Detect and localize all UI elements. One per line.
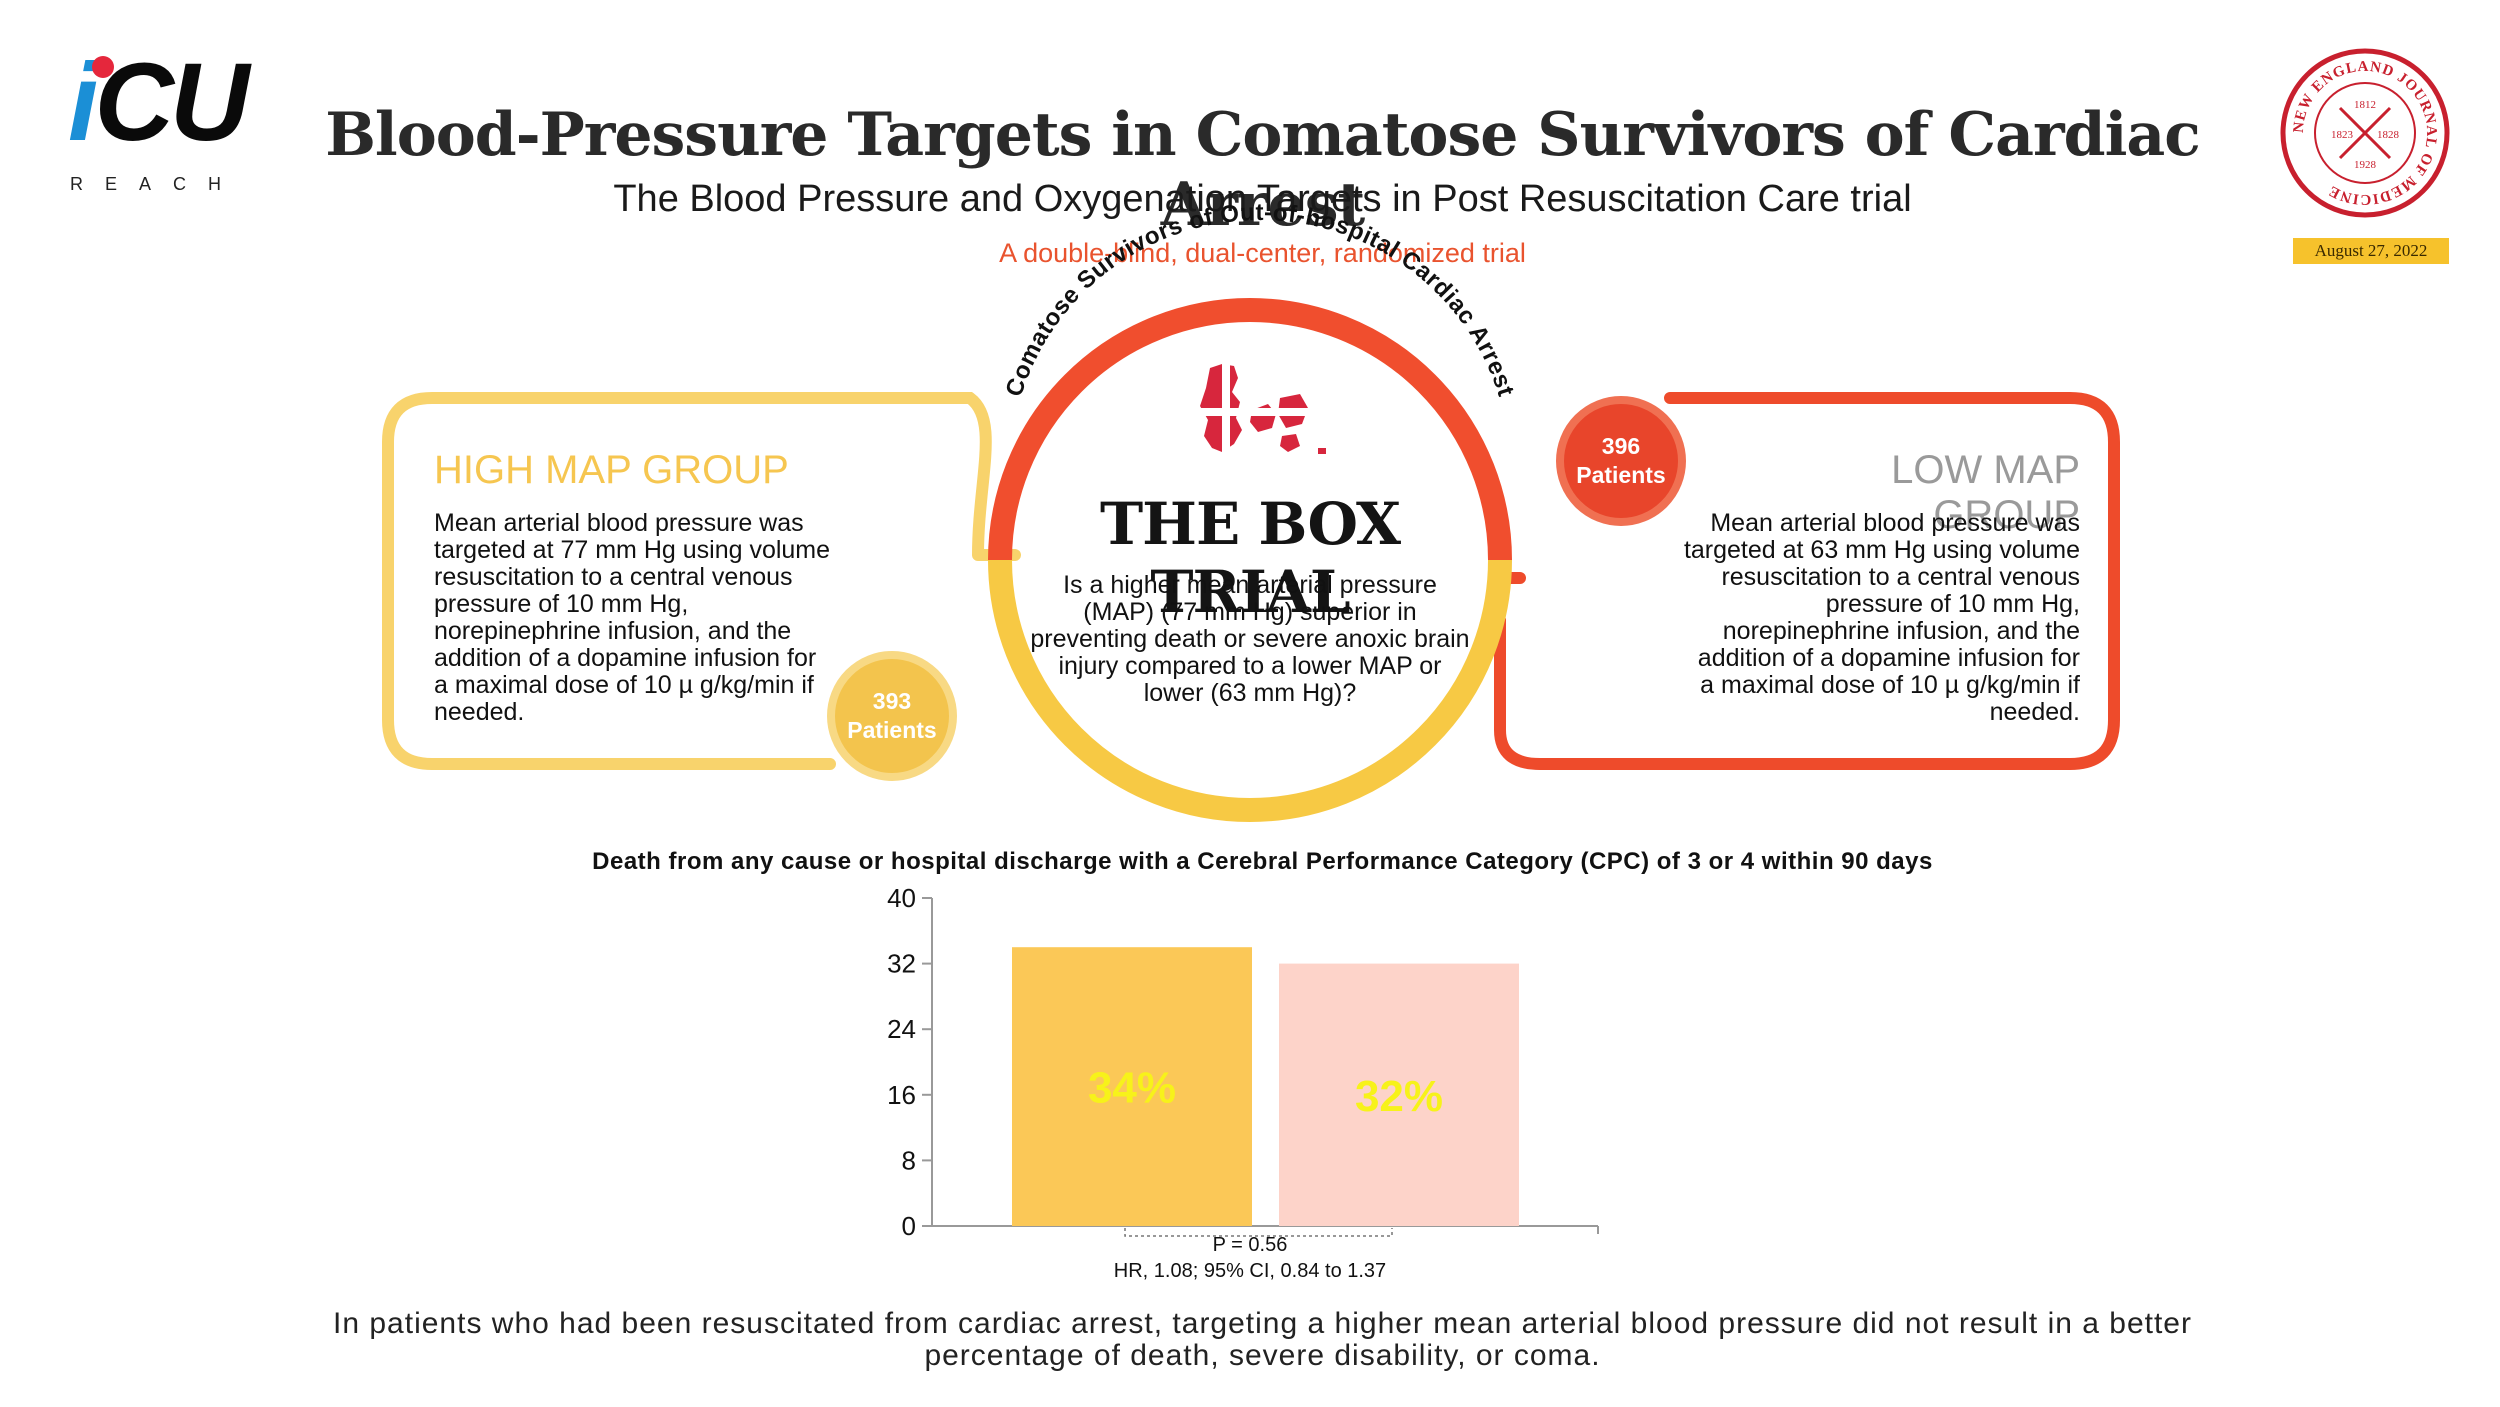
high-group-patient-count: 393 xyxy=(872,688,912,714)
high-map-group-title: HIGH MAP GROUP xyxy=(434,448,789,492)
seal-year-1: 1812 xyxy=(2354,99,2376,111)
bar-data-label-1: 32% xyxy=(1355,1072,1443,1121)
low-group-patient-label: Patients xyxy=(1576,462,1666,488)
denmark-map-icon xyxy=(1192,362,1326,462)
low-group-patients-badge: 396 Patients xyxy=(1556,396,1686,526)
hazard-ratio: HR, 1.08; 95% CI, 0.84 to 1.37 xyxy=(1113,1260,1387,1282)
nejm-seal-icon: NEW ENGLAND JOURNAL OF MEDICINE 1812 182… xyxy=(2280,48,2450,218)
y-tick-label: 0 xyxy=(902,1211,916,1241)
chart-title: Death from any cause or hospital dischar… xyxy=(592,848,1933,875)
box-trial-title: THE BOX TRIAL xyxy=(1100,490,1401,626)
high-group-patient-label: Patients xyxy=(847,717,937,743)
high-map-group-description: Mean arterial blood pressure was targete… xyxy=(434,509,831,726)
page-title: Blood-Pressure Targets in Comatose Survi… xyxy=(325,100,2201,240)
publication-date: August 27, 2022 xyxy=(2293,238,2449,264)
comparison-bracket xyxy=(1124,1228,1393,1237)
seal-year-4: 1928 xyxy=(2354,159,2377,171)
y-tick-label: 16 xyxy=(887,1080,916,1110)
logo-letters-cu: CU xyxy=(94,41,250,164)
bar-1 xyxy=(1279,963,1519,1226)
y-tick-label: 8 xyxy=(902,1145,916,1175)
low-map-group-description: Mean arterial blood pressure was targete… xyxy=(1683,509,2080,726)
conclusion-text: In patients who had been resuscitated fr… xyxy=(333,1307,2192,1372)
y-tick-label: 40 xyxy=(887,883,916,913)
logo-dot xyxy=(92,56,114,78)
logo-subtitle: REACH xyxy=(70,174,244,194)
low-map-group-title: LOW MAP GROUP xyxy=(1891,448,2080,537)
seal-year-3: 1828 xyxy=(2377,129,2400,141)
y-tick-label: 32 xyxy=(887,949,916,979)
center-disc xyxy=(1022,332,1478,788)
p-value: P = 0.56 xyxy=(1212,1234,1288,1256)
trial-question: Is a higher mean arterial pressure (MAP)… xyxy=(1030,571,1470,707)
seal-year-2: 1823 xyxy=(2331,129,2354,141)
center-arc-top xyxy=(988,298,1512,561)
y-tick-label: 24 xyxy=(887,1014,916,1044)
bar-data-label-0: 34% xyxy=(1088,1064,1176,1113)
bar-0 xyxy=(1012,947,1252,1226)
high-group-patients-badge: 393 Patients xyxy=(827,651,957,781)
trial-design: A double-blind, dual-center, randomized … xyxy=(999,238,1526,268)
center-arc-bottom xyxy=(988,559,1512,822)
page-subtitle: The Blood Pressure and Oxygenation Targe… xyxy=(613,178,1912,220)
low-group-patient-count: 396 xyxy=(1601,433,1641,459)
